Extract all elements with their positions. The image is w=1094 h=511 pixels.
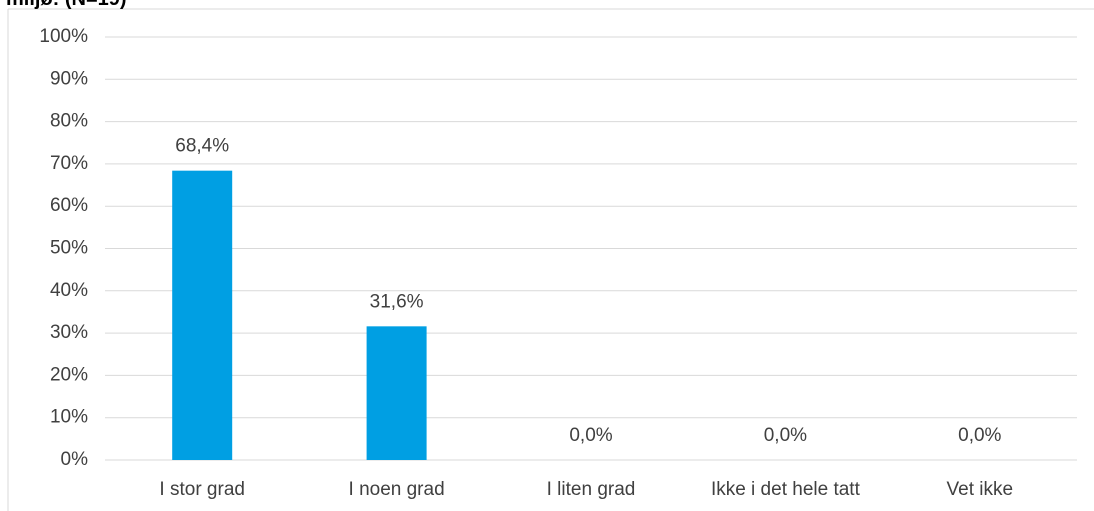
y-tick-label: 70%	[50, 153, 88, 174]
y-tick-label: 90%	[50, 68, 88, 89]
bar	[366, 326, 427, 460]
y-tick-label: 10%	[50, 407, 88, 428]
y-tick-label: 20%	[50, 364, 88, 385]
data-label: 0,0%	[569, 425, 612, 446]
x-tick-label: Ikke i det hele tatt	[711, 479, 861, 500]
y-tick-label: 40%	[50, 280, 88, 301]
y-tick-label: 60%	[50, 195, 88, 216]
data-label: 0,0%	[958, 425, 1001, 446]
y-tick-label: 100%	[39, 26, 88, 47]
y-tick-label: 0%	[61, 449, 89, 470]
chart-title: miljø: (N=19)	[6, 0, 127, 10]
bar	[172, 170, 233, 460]
y-tick-label: 80%	[50, 111, 88, 132]
x-tick-label: I liten grad	[547, 479, 636, 500]
data-label: 31,6%	[370, 291, 424, 312]
data-label: 0,0%	[764, 425, 807, 446]
x-tick-label: I stor grad	[159, 479, 245, 500]
y-tick-label: 30%	[50, 322, 88, 343]
x-tick-label: Vet ikke	[947, 479, 1014, 500]
x-tick-label: I noen grad	[349, 479, 445, 500]
data-label: 68,4%	[175, 136, 229, 157]
y-tick-label: 50%	[50, 238, 88, 259]
